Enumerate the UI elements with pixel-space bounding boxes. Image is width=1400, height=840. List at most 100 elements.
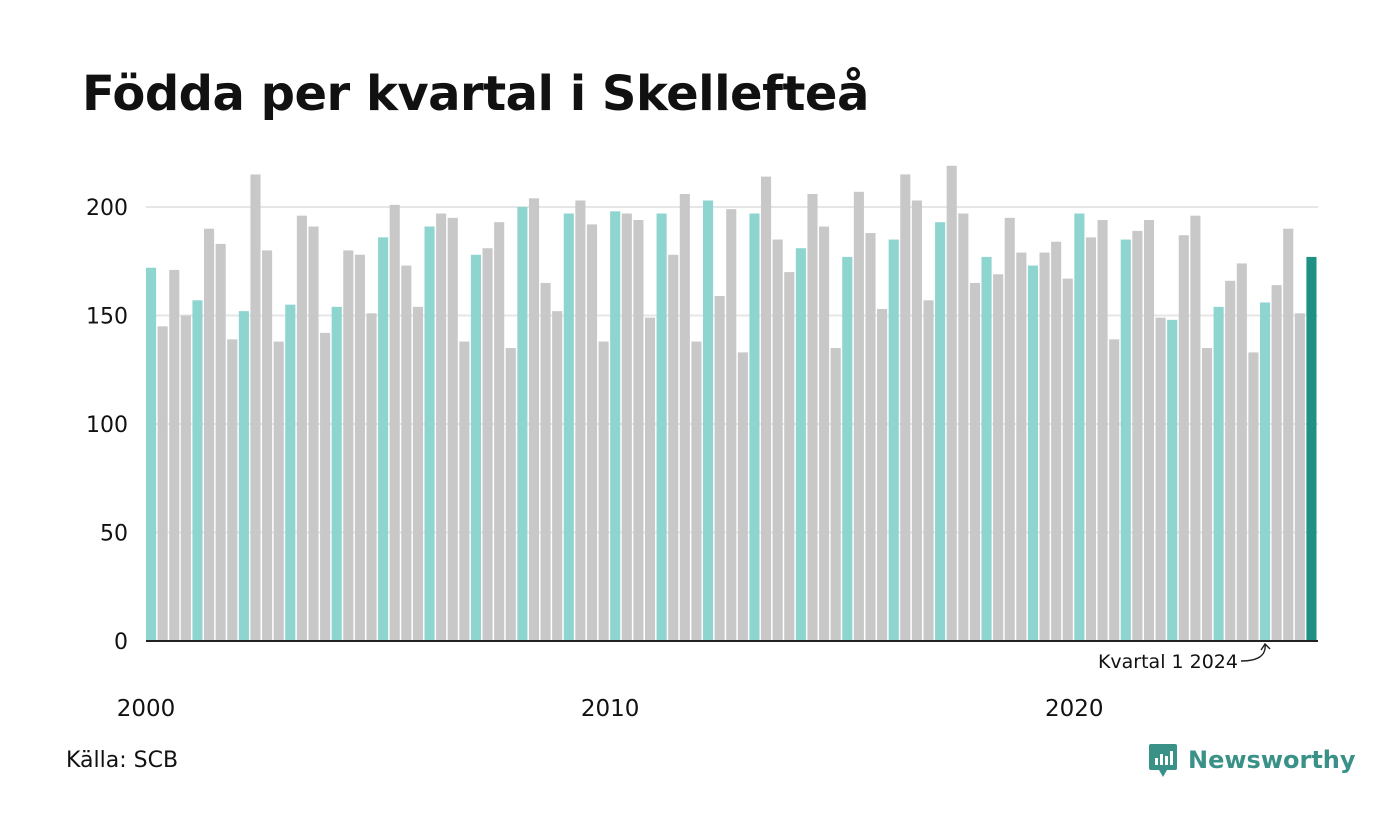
bar: [1132, 230, 1143, 641]
bar: [795, 248, 806, 642]
bar: [807, 193, 818, 642]
bar: [296, 215, 307, 641]
bar: [1201, 348, 1213, 641]
y-axis-tick-labels: 0 50 100 150 200: [86, 196, 128, 655]
bar: [865, 233, 876, 642]
bar: [227, 339, 238, 641]
bar: [575, 200, 586, 642]
bar: [308, 226, 319, 641]
bar: [1190, 215, 1201, 641]
bar: [877, 308, 888, 641]
bar: [1085, 237, 1097, 641]
bar: [644, 317, 656, 641]
bar: [1004, 217, 1015, 641]
bar: [598, 341, 609, 641]
y-tick-label: 50: [100, 522, 128, 547]
x-tick-label: 2010: [581, 696, 640, 722]
bar: [180, 315, 191, 641]
bar: [1213, 306, 1224, 641]
bar: [1283, 228, 1294, 641]
bar: [1027, 265, 1038, 641]
bar: [935, 222, 946, 641]
bar: [702, 200, 714, 642]
y-tick-label: 150: [86, 305, 128, 330]
bar: [923, 300, 934, 641]
bar: [1074, 213, 1085, 641]
x-tick-label: 2020: [1045, 696, 1104, 722]
bar: [714, 295, 725, 641]
latest-q1-annotation: Kvartal 1 2024: [1098, 642, 1271, 673]
bar: [1016, 252, 1027, 641]
bar: [238, 311, 249, 641]
x-axis-tick-labels: 2000 2010 2020: [117, 696, 1104, 722]
y-tick-label: 0: [114, 630, 128, 655]
bar: [1097, 220, 1108, 641]
newsworthy-logo-icon: [1149, 744, 1177, 777]
bar: [586, 224, 598, 642]
bar: [262, 250, 273, 641]
bar: [726, 209, 737, 642]
bar: [621, 213, 632, 641]
bar: [853, 191, 864, 641]
bar: [412, 306, 423, 641]
bar: [285, 304, 296, 641]
bar: [424, 226, 435, 641]
bars: [146, 165, 1317, 642]
bar: [958, 213, 969, 641]
bar: [447, 217, 458, 641]
bar: [668, 254, 679, 642]
bar: [842, 256, 853, 641]
bar: [1109, 339, 1120, 641]
bar: [1271, 285, 1282, 641]
bar: [494, 222, 505, 641]
bar: [528, 198, 540, 641]
y-tick-label: 200: [86, 196, 128, 221]
bar: [343, 250, 354, 641]
bar: [1259, 302, 1271, 641]
y-tick-label: 100: [86, 413, 128, 438]
bar: [1120, 239, 1131, 642]
bar: [1155, 317, 1166, 641]
bar: [436, 213, 447, 641]
bar: [1236, 263, 1247, 641]
bar: [157, 326, 168, 641]
bar: [1248, 352, 1259, 641]
bar: [784, 272, 795, 641]
bar: [772, 239, 783, 642]
bar: [146, 267, 157, 641]
bar: [888, 239, 899, 642]
bar: [482, 248, 493, 642]
bar: [981, 256, 992, 641]
bar: [911, 200, 922, 642]
bar-chart: 0 50 100 150 200 2000 2010 2020 Kvartal 1 2024: [86, 165, 1318, 722]
brand-logo: Newsworthy: [1148, 742, 1356, 778]
bar: [691, 341, 702, 641]
bar: [969, 282, 980, 641]
bar: [169, 269, 180, 641]
bar: [1178, 235, 1189, 641]
source-note: Källa: SCB: [66, 748, 179, 773]
bar: [540, 282, 551, 641]
bar: [1062, 278, 1073, 641]
chart-title: Födda per kvartal i Skellefteå: [82, 66, 869, 122]
bar: [192, 300, 203, 641]
bar: [610, 211, 621, 641]
bar: [389, 204, 400, 641]
bar: [273, 341, 284, 641]
bar: [401, 265, 412, 641]
annotation-arrow: [1240, 642, 1271, 662]
bar: [819, 226, 830, 641]
bar: [1294, 313, 1305, 641]
bar: [656, 213, 667, 641]
annotation-label: Kvartal 1 2024: [1098, 651, 1238, 673]
bar: [761, 176, 772, 641]
bar: [331, 306, 342, 641]
bar: [250, 174, 261, 641]
bar: [830, 348, 841, 641]
bar: [459, 341, 470, 641]
bar: [505, 348, 516, 641]
bar: [354, 254, 365, 642]
bar: [320, 332, 331, 641]
bar: [366, 313, 377, 641]
bar: [563, 213, 574, 641]
